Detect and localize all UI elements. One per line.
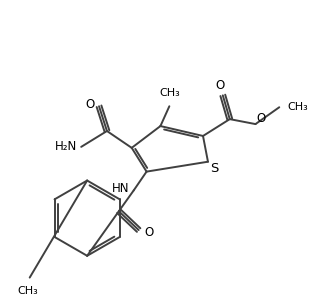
Text: O: O	[144, 226, 154, 238]
Text: CH₃: CH₃	[287, 102, 308, 112]
Text: O: O	[86, 98, 95, 111]
Text: HN: HN	[112, 182, 130, 195]
Text: O: O	[215, 79, 224, 92]
Text: CH₃: CH₃	[159, 88, 180, 98]
Text: S: S	[210, 162, 218, 175]
Text: H₂N: H₂N	[55, 140, 77, 153]
Text: CH₃: CH₃	[17, 285, 38, 296]
Text: O: O	[256, 112, 266, 125]
